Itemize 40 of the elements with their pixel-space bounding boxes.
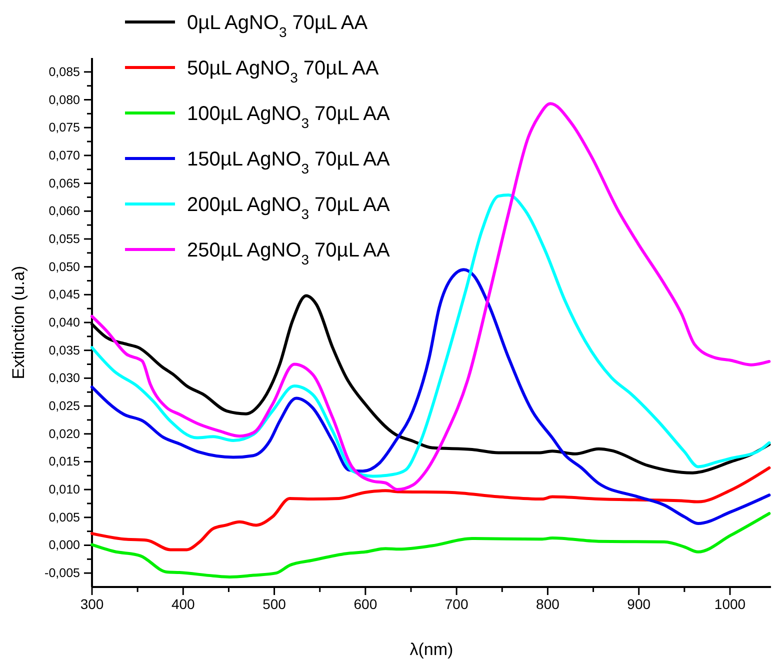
x-tick-label: 300 (80, 596, 104, 612)
y-tick-label: 0,030 (48, 371, 80, 386)
line-series (90, 102, 771, 492)
x-tick-label: 500 (262, 596, 286, 612)
y-tick-label: 0,035 (48, 343, 80, 358)
legend-label: 150µL AgNO$_{3}$ 70µL AA (187, 148, 390, 176)
x-tick-label: 900 (627, 596, 651, 612)
legend-label: 0µL AgNO$_{3}$ 70µL AA (187, 12, 368, 40)
x-tick-label: 800 (536, 596, 560, 612)
y-tick-label: 0,045 (48, 288, 80, 302)
legend-label: 100µL AgNO$_{3}$ 70µL AA (187, 103, 390, 131)
y-tick-label: 0,085 (48, 64, 80, 79)
line-series (90, 268, 771, 526)
x-tick-label: 1000 (714, 596, 746, 612)
y-tick-label: 0,075 (48, 120, 80, 135)
y-tick-label: 0,010 (48, 482, 80, 497)
x-tick-label: 600 (354, 596, 378, 612)
y-tick-label: 0,060 (48, 204, 80, 218)
y-tick-label: 0,015 (48, 454, 80, 469)
y-tick-label: 0,080 (48, 92, 80, 107)
x-tick-label: 400 (171, 596, 196, 612)
x-axis-title: λ(nm) (410, 640, 454, 659)
line-series (90, 466, 771, 552)
legend-label: 200µL AgNO$_{3}$ 70µL AA (187, 194, 390, 222)
line-series (90, 193, 771, 478)
line-series (90, 512, 771, 578)
y-axis-title: Extinction (u.a) (9, 266, 28, 380)
y-tick-label: 0,000 (48, 538, 80, 552)
y-tick-label: 0,025 (48, 399, 80, 414)
y-tick-label: 0,050 (48, 260, 80, 274)
x-tick-label: 700 (444, 596, 468, 612)
y-tick-label: 0,020 (48, 426, 80, 441)
y-tick-label: 0,005 (48, 510, 80, 524)
y-tick-label: 0,070 (48, 148, 80, 162)
legend-label: 250µL AgNO$_{3}$ 70µL AA (187, 240, 390, 268)
y-tick-label: 0,065 (48, 176, 80, 190)
y-tick-label: 0,055 (48, 232, 80, 246)
legend-label: 50µL AgNO$_{3}$ 70µL AA (187, 58, 380, 86)
y-tick-label: -0,005 (44, 566, 80, 580)
y-tick-label: 0,040 (48, 316, 80, 330)
